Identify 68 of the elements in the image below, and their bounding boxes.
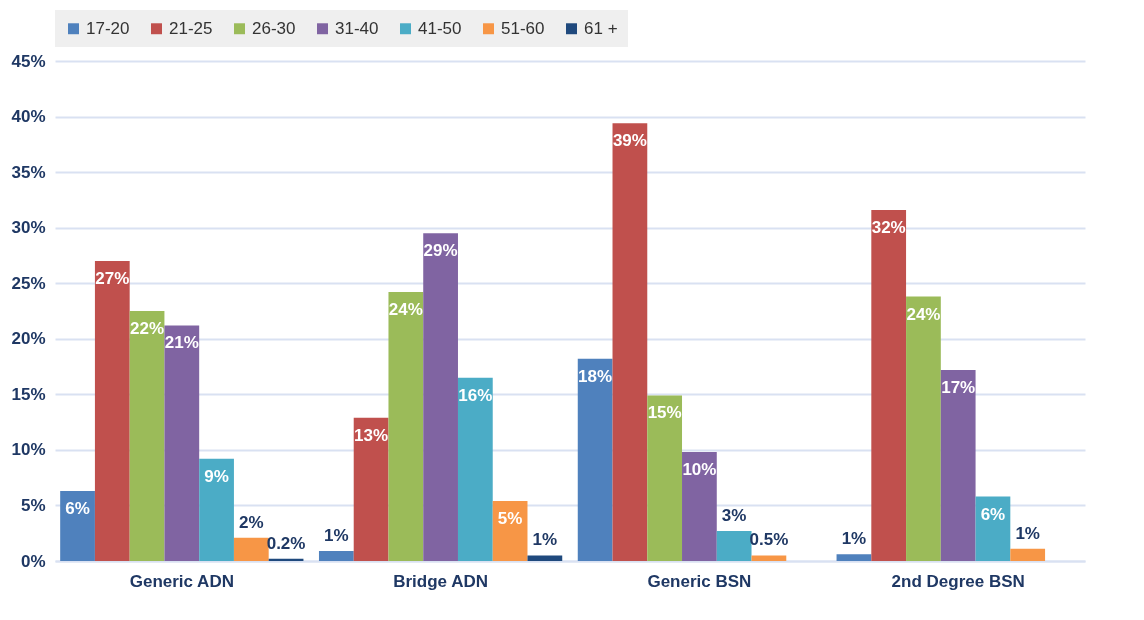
data-label: 1% [532,530,558,550]
bar [577,358,613,561]
data-label: 17% [941,377,976,397]
legend-label: 51-60 [501,18,545,38]
data-label: 10% [682,460,717,480]
y-tick-label: 15% [11,384,46,404]
y-tick-label: 5% [20,495,46,515]
data-label: 27% [95,269,130,288]
data-label: 15% [647,403,682,423]
bar [751,555,787,561]
data-label: 24% [906,304,941,324]
bar [612,123,648,561]
bar [527,555,563,561]
data-label: 6% [65,499,90,518]
bar [353,417,389,561]
y-tick-label: 45% [11,51,46,71]
data-label: 9% [204,466,229,486]
y-tick-label: 20% [11,329,46,349]
legend-label: 41-50 [418,18,462,38]
x-tick-label: Generic ADN [129,571,234,591]
bar [423,233,458,561]
bar [716,531,752,561]
bar [457,377,493,561]
data-label: 1% [324,526,349,545]
bar [164,325,200,561]
data-label: 39% [612,131,647,151]
data-label: 6% [980,504,1006,524]
data-label: 29% [423,241,458,261]
x-tick-label: Bridge ADN [393,571,488,591]
y-tick-label: 30% [11,218,46,238]
legend-label: 31-40 [335,18,379,38]
y-tick-label: 25% [11,273,46,293]
data-label: 21% [164,333,199,353]
data-label: 1% [841,529,867,549]
data-label: 22% [130,319,165,338]
y-tick-label: 35% [11,162,46,182]
bar [682,452,717,561]
data-label: 1% [1015,523,1040,543]
bar [1010,548,1046,561]
data-label: 13% [354,425,389,445]
legend-label: 21-25 [169,18,213,38]
legend-label: 61 + [584,18,618,38]
x-tick-label: Generic BSN [647,571,752,591]
data-label: 24% [388,300,423,320]
x-tick-label: 2nd Degree BSN [891,571,1025,591]
bar [906,296,941,561]
legend-label: 26-30 [252,18,296,38]
data-label: 5% [497,509,523,528]
bar [940,369,976,561]
y-tick-label: 10% [11,440,46,460]
data-label: 2% [239,512,264,532]
bar [233,537,269,561]
data-label: 18% [578,366,613,386]
bar [871,209,907,561]
data-label: 3% [721,506,747,525]
bar [60,491,95,561]
bar [388,292,424,561]
bar [836,554,872,561]
legend-label: 17-20 [86,18,130,38]
data-label: 32% [871,217,906,237]
y-tick-label: 40% [11,107,46,127]
bar [94,261,130,561]
bar [318,551,354,561]
bar [647,395,683,561]
bar [199,458,234,561]
data-label: 16% [458,385,493,405]
y-tick-label: 0% [20,551,46,571]
bar [129,311,165,561]
